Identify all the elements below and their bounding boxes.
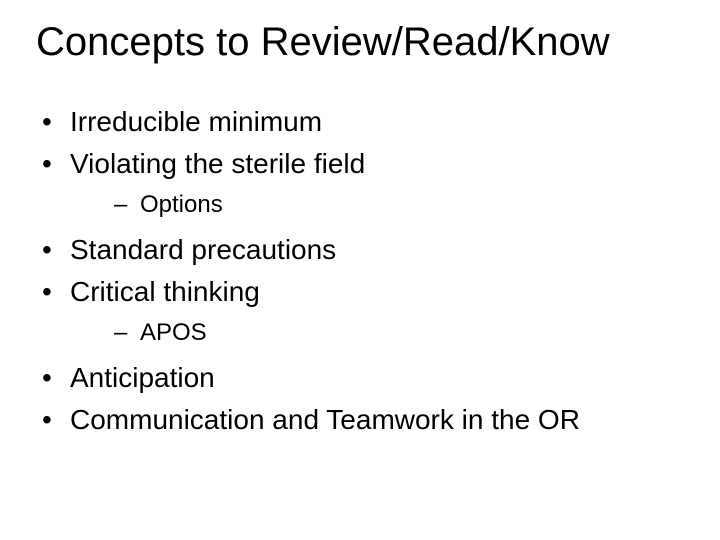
slide-title: Concepts to Review/Read/Know xyxy=(36,20,700,65)
sub-bullet-item: APOS xyxy=(70,317,700,349)
bullet-item: Anticipation xyxy=(36,359,700,397)
sub-bullet-item: Options xyxy=(70,189,700,221)
slide: Concepts to Review/Read/Know Irreducible… xyxy=(0,0,720,540)
bullet-item: Standard precautions xyxy=(36,231,700,269)
bullet-text: Critical thinking xyxy=(70,276,260,307)
bullet-item: Violating the sterile field Options xyxy=(36,145,700,221)
sub-bullet-list: APOS xyxy=(70,317,700,349)
bullet-item: Irreducible minimum xyxy=(36,103,700,141)
bullet-item: Critical thinking APOS xyxy=(36,273,700,349)
bullet-list: Irreducible minimum Violating the steril… xyxy=(36,103,700,439)
sub-bullet-list: Options xyxy=(70,189,700,221)
bullet-text: Violating the sterile field xyxy=(70,148,365,179)
bullet-item: Communication and Teamwork in the OR xyxy=(36,401,700,439)
